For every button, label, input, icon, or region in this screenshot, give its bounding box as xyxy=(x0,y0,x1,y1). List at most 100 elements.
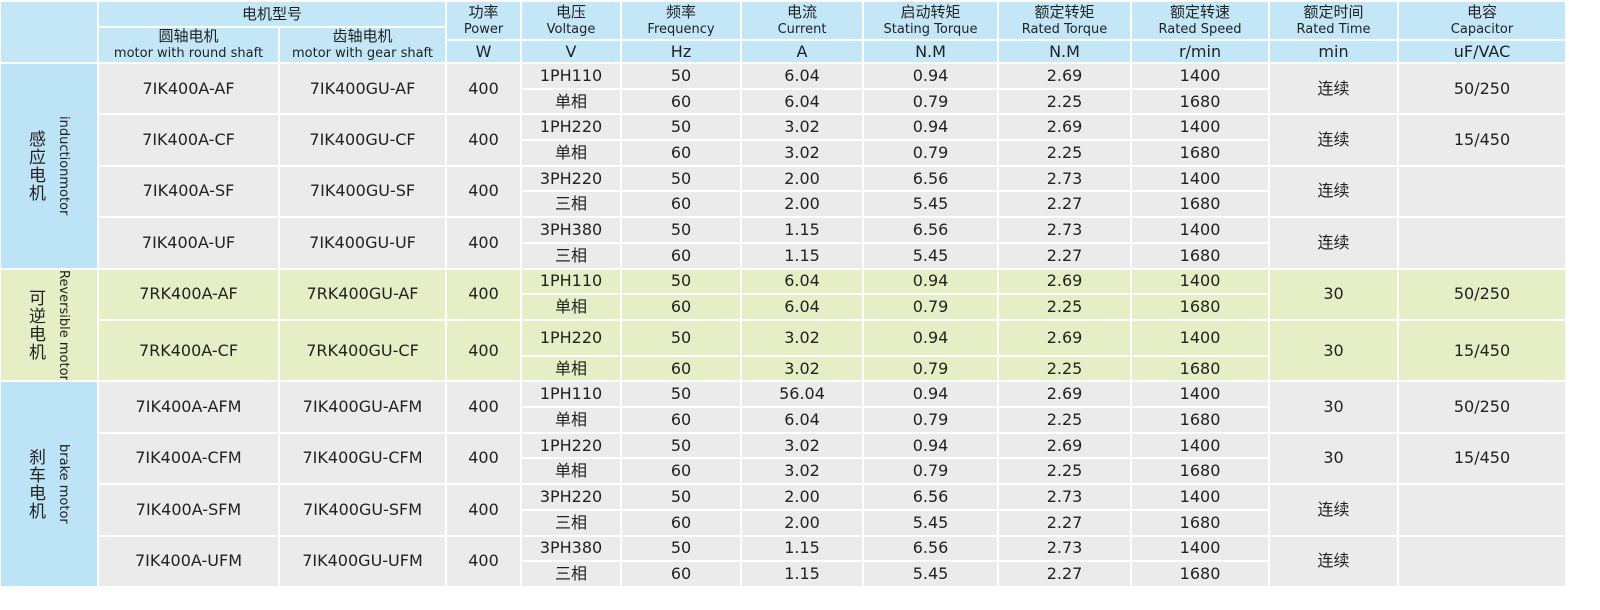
rated-torque: 2.69 xyxy=(999,64,1131,88)
frequency: 60 xyxy=(622,459,741,484)
rated-speed: 1680 xyxy=(1132,89,1269,114)
rated-torque: 2.27 xyxy=(999,192,1131,217)
frequency: 50 xyxy=(622,382,741,407)
voltage: 3PH220 xyxy=(522,485,621,509)
voltage: 1PH110 xyxy=(522,269,621,294)
rated-torque: 2.27 xyxy=(999,510,1131,535)
rated-time: 30 xyxy=(1270,382,1398,432)
starting-torque: 0.94 xyxy=(864,115,998,140)
header-en: Rated Speed xyxy=(1158,21,1242,37)
rated-torque: 2.73 xyxy=(999,166,1131,191)
rated-time: 30 xyxy=(1270,320,1398,381)
table-header: 电机型号 功率 Power 电压 Voltage 频率 Frequency 电流 Current… xyxy=(1,2,1566,62)
capacitor xyxy=(1399,166,1566,217)
power: 400 xyxy=(447,269,521,319)
frequency: 50 xyxy=(622,269,741,294)
rated-time: 30 xyxy=(1270,269,1398,319)
data-row: 三相 60 2.00 5.45 2.27 1680 xyxy=(1,192,1565,217)
round-shaft-model: 7RK400A-AF xyxy=(99,269,278,319)
rated-torque: 2.25 xyxy=(999,356,1131,381)
power: 400 xyxy=(447,320,521,381)
group-label-en: inductionmotor xyxy=(56,116,71,216)
capacitor: 15/450 xyxy=(1399,433,1566,484)
header-cell: 电流 Current xyxy=(742,2,863,39)
header-unit: uF/VAC xyxy=(1399,41,1566,62)
data-row: 7RK400A-CF 7RK400GU-CF 400 1PH220 50 3.02 0.94… xyxy=(1,320,1566,381)
starting-torque: 0.94 xyxy=(864,64,998,88)
rated-speed: 1400 xyxy=(1132,382,1269,407)
frequency: 60 xyxy=(622,356,741,381)
header-zh: 电流 xyxy=(787,2,818,21)
frequency: 60 xyxy=(622,141,741,165)
frequency: 50 xyxy=(622,536,741,561)
gear-shaft-model: 7IK400GU-AFM xyxy=(280,382,446,432)
gear-shaft-model: 7IK400GU-CF xyxy=(280,115,446,165)
starting-torque: 5.45 xyxy=(864,192,998,217)
starting-torque: 6.56 xyxy=(864,166,998,191)
data-row: 可逆电机 Reversible motor 7RK400A-AF 7RK400GU-A… xyxy=(1,269,1566,381)
power: 400 xyxy=(447,536,521,586)
current: 6.04 xyxy=(742,408,863,432)
voltage: 三相 xyxy=(522,510,621,535)
current: 2.00 xyxy=(742,166,863,191)
header-en: motor with round shaft xyxy=(113,46,264,61)
rated-torque: 2.73 xyxy=(999,536,1131,561)
power: 400 xyxy=(447,166,521,217)
rated-speed: 1680 xyxy=(1132,510,1269,535)
starting-torque: 0.94 xyxy=(864,269,998,294)
header-zh: 电压 xyxy=(556,2,587,21)
header-en: Voltage xyxy=(546,21,596,37)
frequency: 50 xyxy=(622,115,741,140)
rated-time: 连续 xyxy=(1270,64,1398,114)
header-en: Stating Torque xyxy=(883,21,978,37)
group-label-wrap: 可逆电机 Reversible motor xyxy=(1,270,97,381)
header-en: Power xyxy=(463,21,504,37)
current: 1.15 xyxy=(742,562,863,586)
starting-torque: 0.79 xyxy=(864,89,998,114)
gear-shaft-model: 7IK400GU-UF xyxy=(280,218,446,268)
rated-torque: 2.25 xyxy=(999,89,1131,114)
round-shaft-model: 7IK400A-AFM xyxy=(99,382,278,432)
data-row: 感应电机 inductionmotor 7IK400A-AF 7IK400GU-AF 4… xyxy=(1,64,1566,268)
frequency: 60 xyxy=(622,192,741,217)
starting-torque: 0.79 xyxy=(864,356,998,381)
starting-torque: 0.79 xyxy=(864,408,998,432)
spec-table: 电机型号 功率 Power 电压 Voltage 频率 Frequency 电流 Current… xyxy=(1,2,1566,586)
frequency: 50 xyxy=(622,433,741,458)
header-zh: 额定时间 xyxy=(1303,2,1364,21)
rated-torque: 2.69 xyxy=(999,115,1131,140)
header-row: 电机型号 功率 Power 电压 Voltage 频率 Frequency 电流 Current… xyxy=(1,2,1566,62)
voltage: 单相 xyxy=(522,295,621,319)
gear-shaft-model: 7RK400GU-CF xyxy=(280,320,446,381)
voltage: 1PH110 xyxy=(522,64,621,88)
current: 3.02 xyxy=(742,459,863,484)
frequency: 50 xyxy=(622,320,741,355)
current: 2.00 xyxy=(742,485,863,509)
power: 400 xyxy=(447,433,521,484)
rated-speed: 1680 xyxy=(1132,356,1269,381)
voltage: 3PH220 xyxy=(522,166,621,191)
voltage: 单相 xyxy=(522,356,621,381)
group-label-en: brake motor xyxy=(56,444,71,525)
voltage: 3PH380 xyxy=(522,536,621,561)
starting-torque: 6.56 xyxy=(864,485,998,509)
group-label-zh: 可逆电机 xyxy=(25,288,45,361)
gear-shaft-model: 7IK400GU-UFM xyxy=(280,536,446,586)
header-en: Rated Torque xyxy=(1021,21,1108,37)
header-zh: 齿轴电机 xyxy=(332,28,393,45)
header-unit: V xyxy=(522,41,621,62)
frequency: 60 xyxy=(622,510,741,535)
header-zh: 额定转速 xyxy=(1170,2,1231,21)
rated-torque: 2.25 xyxy=(999,295,1131,319)
rated-torque: 2.69 xyxy=(999,433,1131,458)
group-label-zh: 感应电机 xyxy=(25,129,45,202)
rated-speed: 1400 xyxy=(1132,166,1269,191)
voltage: 1PH220 xyxy=(522,433,621,458)
voltage: 单相 xyxy=(522,141,621,165)
rated-speed: 1400 xyxy=(1132,64,1269,88)
capacitor: 50/250 xyxy=(1399,64,1566,114)
starting-torque: 0.79 xyxy=(864,141,998,165)
rated-torque: 2.25 xyxy=(999,408,1131,432)
header-unit: min xyxy=(1270,41,1398,62)
current: 3.02 xyxy=(742,356,863,381)
